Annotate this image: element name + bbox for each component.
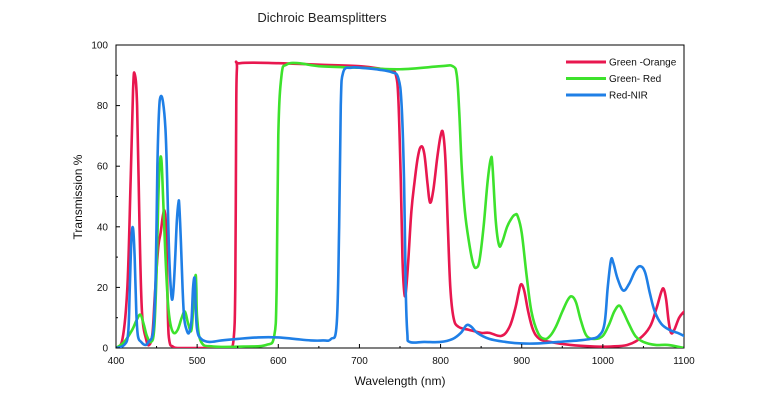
x-axis: 400 500 600 700 800 900 1000 1100	[108, 344, 695, 367]
y-tick-label: 20	[97, 283, 109, 294]
legend-label-red-nir: Red-NIR	[609, 91, 648, 102]
plot-area	[115, 44, 685, 349]
y-axis-label: Transmission %	[71, 154, 85, 239]
series-layer	[116, 60, 684, 348]
x-tick-label: 900	[513, 356, 530, 367]
legend-label-green-red: Green- Red	[609, 74, 661, 85]
x-tick-label: 700	[351, 356, 368, 367]
x-tick-label: 1100	[673, 356, 695, 367]
series-line-red-nir	[116, 65, 684, 348]
y-tick-label: 0	[102, 344, 108, 355]
x-tick-label: 1000	[592, 356, 615, 367]
legend-label-green-orange: Green -Orange	[609, 58, 677, 69]
x-tick-label: 500	[189, 356, 206, 367]
chart-title: Dichroic Beamsplitters	[257, 10, 387, 25]
y-tick-label: 40	[97, 222, 109, 233]
series-line-green-red	[116, 61, 684, 348]
x-axis-label: Wavelength (nm)	[355, 374, 446, 388]
y-tick-label: 80	[97, 101, 109, 112]
y-tick-label: 60	[97, 162, 109, 173]
x-tick-label: 400	[108, 356, 125, 367]
x-tick-label: 600	[270, 356, 287, 367]
y-tick-label: 100	[91, 41, 108, 52]
x-tick-label: 800	[432, 356, 449, 367]
series-line-green-orange	[116, 60, 684, 348]
y-axis: 0 20 40 60 80 100	[91, 41, 120, 355]
legend: Green -Orange Green- Red Red-NIR	[566, 58, 677, 102]
